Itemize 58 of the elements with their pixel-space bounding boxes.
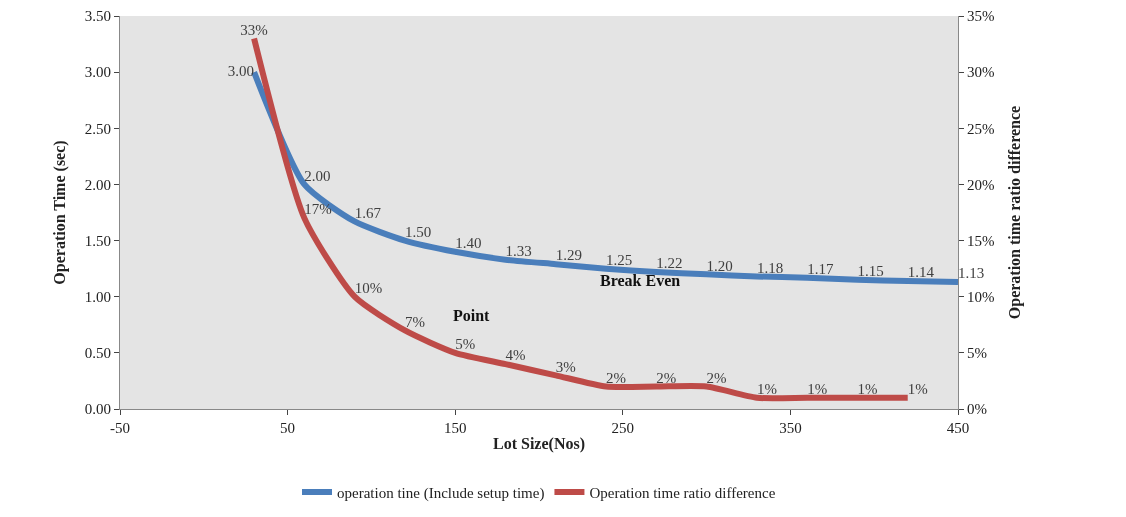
y-tick-label: 3.50 — [84, 8, 111, 25]
data-label: 3% — [555, 358, 576, 375]
y2-tick-label: 0% — [967, 401, 987, 418]
y-tick-label: 2.00 — [84, 176, 111, 193]
legend-label: operation tine (Include setup time) — [337, 484, 545, 502]
data-label: 1.29 — [555, 247, 583, 264]
data-label: 1% — [907, 381, 928, 398]
annotation: Break Even — [600, 272, 681, 289]
y2-tick-label: 25% — [967, 120, 995, 137]
data-label: 1% — [756, 381, 777, 398]
x-tick-label: 250 — [611, 420, 635, 436]
data-label: 2% — [706, 369, 727, 386]
data-label: 2% — [606, 369, 627, 386]
y2-tick-label: 30% — [967, 64, 995, 81]
y2-tick-label: 15% — [967, 232, 995, 249]
data-label: 2.00 — [304, 167, 331, 184]
y-tick-label: 0.50 — [84, 345, 111, 362]
y-tick-label: 1.00 — [84, 288, 111, 305]
data-label: 1% — [807, 381, 828, 398]
x-tick-label: -50 — [110, 420, 130, 436]
annotation: Point — [453, 307, 491, 324]
data-label: 1% — [857, 381, 878, 398]
y2-tick-label: 10% — [967, 288, 995, 305]
x-tick-label: 150 — [443, 420, 467, 436]
data-label: 2% — [656, 369, 677, 386]
data-label: 1.67 — [354, 204, 382, 221]
data-label: 10% — [354, 279, 383, 296]
data-label: 1.40 — [455, 235, 482, 252]
data-label: 3.00 — [227, 62, 255, 79]
y-tick-label: 2.50 — [84, 120, 111, 137]
data-label: 1.15 — [857, 263, 884, 280]
x-tick-label: 50 — [280, 420, 296, 436]
data-label: 4% — [505, 347, 526, 364]
data-label: 1.22 — [656, 255, 683, 272]
data-label: 1.18 — [756, 259, 784, 276]
x-tick-label: 450 — [946, 420, 970, 436]
x-tick-label: 350 — [779, 420, 802, 436]
data-label: 17% — [304, 201, 332, 218]
data-label: 1.25 — [606, 251, 633, 268]
y2-tick-label: 5% — [967, 345, 987, 362]
data-label: 7% — [404, 313, 425, 330]
legend-label: Operation time ratio difference — [589, 484, 776, 501]
y-tick-label: 1.50 — [84, 232, 111, 249]
data-label: 1.17 — [807, 260, 834, 277]
y-tick-label: 3.00 — [84, 64, 111, 81]
y-axis-title: Operation Time (sec) — [50, 140, 69, 285]
data-label: 1.50 — [404, 223, 432, 240]
data-label: 33% — [240, 21, 268, 38]
x-axis-title: Lot Size(Nos) — [493, 434, 585, 453]
y2-axis-title: Operation time ratio difference — [1006, 105, 1025, 320]
data-label: 1.14 — [907, 264, 935, 281]
data-label: 1.20 — [706, 257, 733, 274]
data-label: 1.13 — [958, 265, 985, 282]
data-label: 5% — [455, 336, 476, 353]
y2-tick-label: 35% — [967, 8, 995, 25]
data-label: 1.33 — [505, 242, 532, 259]
y2-tick-label: 20% — [967, 176, 995, 193]
y-tick-label: 0.00 — [84, 401, 111, 418]
